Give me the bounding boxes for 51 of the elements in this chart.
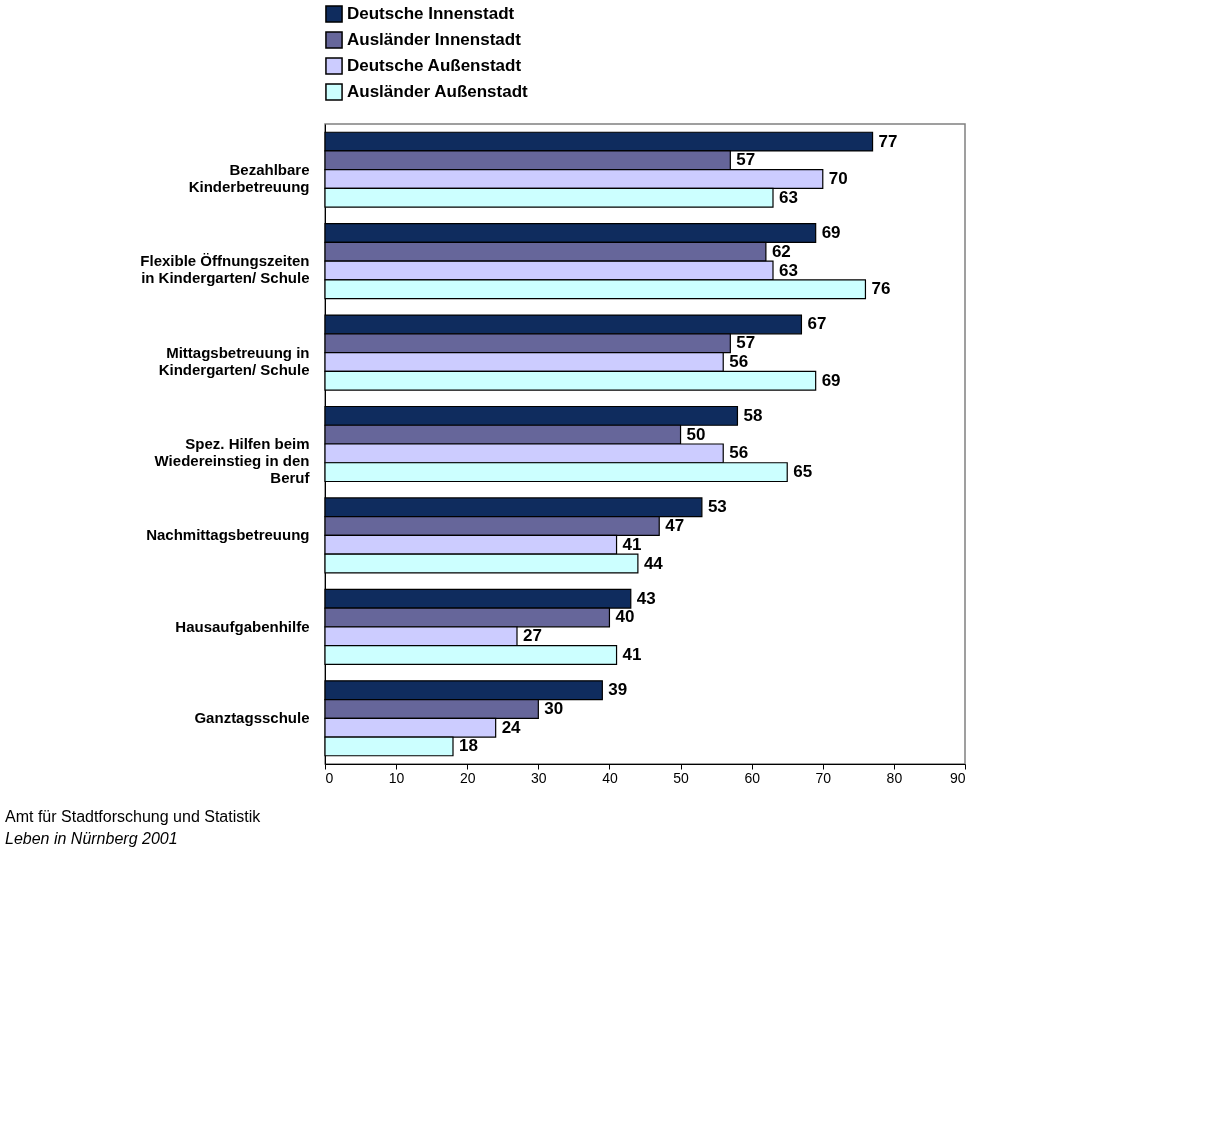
legend-label: Ausländer Außenstadt — [347, 82, 529, 101]
data-label: 63 — [779, 187, 798, 207]
data-label: 41 — [622, 534, 642, 554]
data-label: 76 — [871, 279, 891, 299]
data-label: 70 — [828, 169, 848, 189]
legend-label: Ausländer Innenstadt — [347, 30, 522, 49]
data-label: 56 — [729, 443, 749, 463]
y-tick-label: Hausaufgabenhilfe — [175, 617, 310, 635]
y-tick-label: Mittagsbetreuung in Kindergarten/ Schule — [158, 343, 310, 378]
data-label: 77 — [878, 131, 898, 151]
y-tick-label: Bezahlbare Kinderbetreuung — [188, 160, 310, 195]
data-label: 56 — [729, 351, 749, 371]
data-label: 18 — [459, 736, 478, 756]
data-label: 30 — [544, 698, 564, 718]
data-label: 67 — [807, 314, 827, 334]
data-label: 40 — [615, 607, 635, 627]
x-tick-label: 60 — [744, 769, 761, 786]
legend-label: Deutsche Außenstadt — [347, 56, 522, 75]
y-tick-label: Ganztagsschule — [194, 709, 310, 727]
x-tick-label: 90 — [949, 769, 966, 786]
data-label: 63 — [779, 260, 798, 280]
y-tick-label: Flexible Öffnungszeiten in Kindergarten/ Schule — [140, 252, 310, 287]
text: Leben in Nürnberg 2001 — [5, 830, 178, 847]
data-label: 57 — [736, 333, 756, 353]
data-label: 57 — [736, 150, 756, 170]
y-tick-label: Spez. Hilfen beim Wiedereinstieg in den Beruf — [154, 435, 311, 486]
data-label: 47 — [665, 516, 685, 536]
data-label: 50 — [686, 424, 706, 444]
data-label: 44 — [643, 553, 664, 573]
x-tick-label: 80 — [886, 769, 903, 786]
data-label: 69 — [821, 223, 841, 243]
data-label: 53 — [707, 497, 727, 517]
y-tick-label: Nachmittagsbetreuung — [146, 526, 310, 544]
data-label: 27 — [523, 626, 542, 646]
x-tick-label: 0 — [325, 769, 334, 786]
data-label: 41 — [622, 644, 642, 664]
text: Amt für Stadtforschung und Statistik — [5, 808, 262, 825]
data-label: 69 — [821, 370, 841, 390]
x-tick-label: 10 — [388, 769, 405, 786]
data-label: 24 — [501, 717, 522, 737]
data-label: 43 — [636, 588, 656, 608]
data-label: 58 — [743, 405, 763, 425]
data-label: 62 — [771, 241, 791, 261]
x-tick-label: 20 — [459, 769, 476, 786]
x-tick-label: 70 — [815, 769, 832, 786]
x-tick-label: 40 — [602, 769, 618, 786]
x-tick-label: 30 — [531, 769, 547, 786]
legend-label: Deutsche Innenstadt — [347, 4, 515, 23]
data-label: 65 — [793, 462, 813, 482]
data-label: 39 — [608, 680, 628, 700]
x-tick-label: 50 — [673, 769, 690, 786]
